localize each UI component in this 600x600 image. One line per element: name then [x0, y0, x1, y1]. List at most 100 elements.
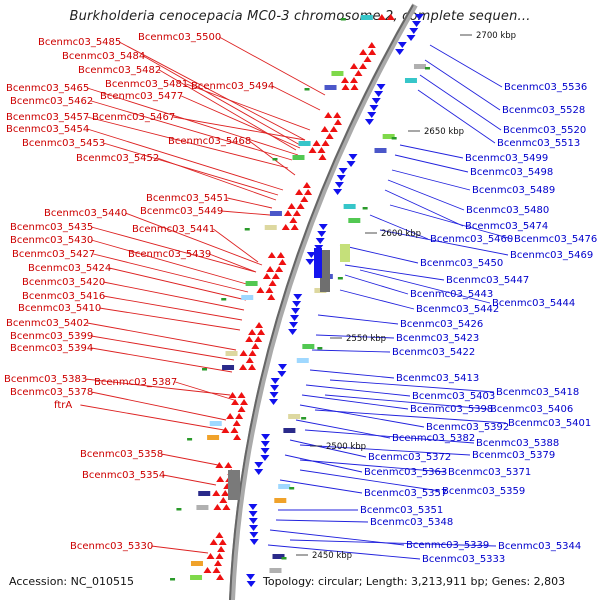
forward-gene-arrow	[221, 490, 230, 496]
right-gene-label[interactable]: Bcenmc03_5489	[472, 185, 555, 196]
reverse-gene-arrow	[334, 182, 344, 188]
gene-features	[170, 14, 430, 587]
right-gene-label[interactable]: Bcenmc03_5388	[476, 438, 559, 449]
right-gene-label[interactable]: Bcenmc03_5398	[410, 404, 493, 415]
right-gene-label[interactable]: Bcenmc03_5403	[412, 391, 495, 402]
right-gene-label[interactable]: Bcenmc03_5536	[504, 82, 587, 93]
left-gene-label[interactable]: Bcenmc03_5394	[10, 343, 93, 354]
left-gene-label[interactable]: Bcenmc03_5451	[146, 193, 229, 204]
right-gene-label[interactable]: Bcenmc03_5379	[472, 450, 555, 461]
gene-annotation-block	[292, 155, 305, 160]
left-gene-label[interactable]: Bcenmc03_5383	[4, 374, 87, 385]
left-gene-label[interactable]: Bcenmc03_5467	[92, 112, 175, 123]
forward-gene-arrow	[218, 539, 227, 545]
right-gene-label[interactable]: Bcenmc03_5443	[410, 289, 493, 300]
right-gene-label[interactable]: Bcenmc03_5371	[448, 467, 531, 478]
forward-gene-arrow	[217, 546, 226, 552]
right-leader-line	[419, 74, 502, 131]
reverse-gene-arrow	[270, 385, 280, 391]
reverse-gene-arrow	[305, 259, 315, 265]
left-gene-label[interactable]: Bcenmc03_5482	[78, 65, 161, 76]
left-gene-label[interactable]: Bcenmc03_5500	[138, 32, 221, 43]
right-gene-label[interactable]: Bcenmc03_5418	[496, 387, 579, 398]
right-gene-label[interactable]: Bcenmc03_5351	[360, 505, 443, 516]
right-gene-label[interactable]: Bcenmc03_5359	[442, 486, 525, 497]
right-leader-line	[299, 459, 447, 473]
left-gene-label[interactable]: Bcenmc03_5477	[100, 91, 183, 102]
left-gene-label[interactable]: Bcenmc03_5430	[10, 235, 93, 246]
left-leader-line	[93, 253, 249, 293]
right-gene-label[interactable]: Bcenmc03_5423	[396, 333, 479, 344]
reverse-gene-arrow	[269, 399, 279, 405]
left-gene-label[interactable]: Bcenmc03_5484	[62, 51, 145, 62]
left-gene-label[interactable]: Bcenmc03_5330	[70, 541, 153, 552]
ruler-label: 2450 kbp	[312, 551, 352, 561]
left-gene-label[interactable]: Bcenmc03_5416	[22, 291, 105, 302]
left-gene-label[interactable]: Bcenmc03_5378	[10, 387, 93, 398]
right-gene-label[interactable]: Bcenmc03_5348	[370, 517, 453, 528]
left-gene-label[interactable]: Bcenmc03_5424	[28, 263, 111, 274]
right-gene-label[interactable]: Bcenmc03_5444	[492, 298, 575, 309]
right-gene-label[interactable]: Bcenmc03_5339	[406, 540, 489, 551]
right-gene-label[interactable]: Bcenmc03_5469	[510, 250, 593, 261]
left-gene-label[interactable]: Bcenmc03_5410	[18, 303, 101, 314]
right-gene-label[interactable]: Bcenmc03_5480	[466, 205, 549, 216]
left-gene-label[interactable]: Bcenmc03_5454	[6, 124, 89, 135]
forward-gene-arrow	[295, 189, 304, 195]
left-gene-label[interactable]: ftrA	[54, 400, 72, 411]
right-gene-label[interactable]: Bcenmc03_5401	[508, 418, 591, 429]
left-gene-label[interactable]: Bcenmc03_5441	[132, 224, 215, 235]
right-gene-label[interactable]: Bcenmc03_5413	[396, 373, 479, 384]
right-gene-label[interactable]: Bcenmc03_5450	[420, 258, 503, 269]
right-gene-label[interactable]: Bcenmc03_5392	[426, 422, 509, 433]
right-gene-label[interactable]: Bcenmc03_5460	[430, 234, 513, 245]
reverse-gene-arrow	[338, 168, 348, 174]
left-gene-label[interactable]: Bcenmc03_5465	[6, 83, 89, 94]
left-gene-label[interactable]: Bcenmc03_5485	[38, 37, 121, 48]
left-gene-label[interactable]: Bcenmc03_5457	[6, 112, 89, 123]
left-gene-label[interactable]: Bcenmc03_5468	[168, 136, 251, 147]
left-gene-label[interactable]: Bcenmc03_5358	[80, 449, 163, 460]
right-gene-label[interactable]: Bcenmc03_5333	[422, 554, 505, 565]
right-gene-label[interactable]: Bcenmc03_5499	[465, 153, 548, 164]
forward-gene-arrow	[341, 84, 350, 90]
right-gene-label[interactable]: Bcenmc03_5447	[446, 275, 529, 286]
right-gene-label[interactable]: Bcenmc03_5498	[470, 167, 553, 178]
right-gene-label[interactable]: Bcenmc03_5344	[498, 541, 581, 552]
right-gene-label[interactable]: Bcenmc03_5363	[364, 467, 447, 478]
forward-gene-arrow	[333, 112, 342, 118]
right-gene-label[interactable]: Bcenmc03_5382	[392, 433, 475, 444]
left-gene-label[interactable]: Bcenmc03_5453	[22, 138, 105, 149]
right-leader-line	[289, 539, 497, 547]
left-gene-label[interactable]: Bcenmc03_5402	[6, 318, 89, 329]
left-gene-label[interactable]: Bcenmc03_5399	[10, 331, 93, 342]
right-gene-label[interactable]: Bcenmc03_5513	[497, 138, 580, 149]
right-leader-line	[344, 264, 445, 281]
right-leader-line	[384, 189, 464, 227]
right-gene-label[interactable]: Bcenmc03_5422	[392, 347, 475, 358]
left-gene-label[interactable]: Bcenmc03_5420	[22, 277, 105, 288]
left-gene-label[interactable]: Bcenmc03_5494	[191, 81, 274, 92]
left-gene-label[interactable]: Bcenmc03_5435	[10, 222, 93, 233]
left-gene-label[interactable]: Bcenmc03_5387	[94, 377, 177, 388]
left-gene-label[interactable]: Bcenmc03_5481	[105, 79, 188, 90]
right-gene-label[interactable]: Bcenmc03_5520	[503, 125, 586, 136]
forward-gene-arrow	[257, 329, 266, 335]
right-gene-label[interactable]: Bcenmc03_5528	[502, 105, 585, 116]
left-gene-label[interactable]: Bcenmc03_5449	[140, 206, 223, 217]
right-gene-label[interactable]: Bcenmc03_5372	[368, 452, 451, 463]
left-gene-label[interactable]: Bcenmc03_5452	[76, 153, 159, 164]
reverse-gene-arrow	[260, 441, 270, 447]
right-gene-label[interactable]: Bcenmc03_5426	[400, 319, 483, 330]
left-gene-label[interactable]: Bcenmc03_5354	[82, 470, 165, 481]
right-gene-label[interactable]: Bcenmc03_5476	[514, 234, 597, 245]
left-gene-label[interactable]: Bcenmc03_5439	[128, 249, 211, 260]
right-gene-label[interactable]: Bcenmc03_5406	[490, 404, 573, 415]
right-gene-label[interactable]: Bcenmc03_5357	[364, 488, 447, 499]
left-gene-label[interactable]: Bcenmc03_5462	[10, 96, 93, 107]
right-gene-label[interactable]: Bcenmc03_5442	[416, 304, 499, 315]
right-gene-label[interactable]: Bcenmc03_5474	[465, 221, 548, 232]
left-gene-label[interactable]: Bcenmc03_5440	[44, 208, 127, 219]
left-leader-line	[221, 210, 271, 216]
left-gene-label[interactable]: Bcenmc03_5427	[12, 249, 95, 260]
